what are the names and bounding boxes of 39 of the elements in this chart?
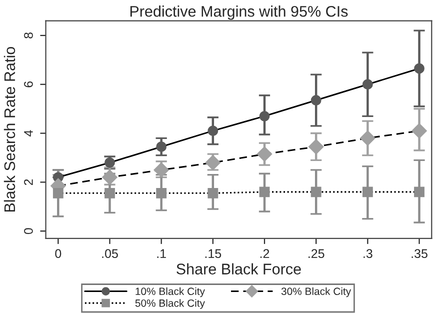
point: [414, 186, 424, 198]
point: [208, 126, 218, 136]
point: [362, 186, 373, 198]
point: [259, 186, 270, 198]
y-axis-title: Black Search Rate Ratio: [4, 47, 16, 212]
point: [208, 188, 218, 198]
point: [414, 63, 424, 74]
x-tick-label: .2: [260, 249, 270, 258]
x-tick-label: .15: [205, 249, 222, 258]
x-tick-label: .25: [308, 249, 324, 258]
point: [308, 139, 324, 154]
point: [102, 170, 118, 185]
x-tick-label: .3: [364, 249, 372, 258]
point: [259, 110, 270, 122]
point: [412, 123, 427, 138]
x-tick-label: .35: [412, 249, 428, 258]
x-tick-label: 0: [55, 249, 62, 258]
legend-label: 10% Black City: [136, 287, 205, 298]
legend-label: 30% Black City: [281, 287, 352, 298]
point: [205, 155, 220, 170]
point: [310, 95, 322, 106]
y-tick-label: 4: [24, 130, 33, 136]
y-tick-label: 2: [24, 179, 33, 186]
x-tick-label: .1: [157, 249, 166, 258]
y-tick-label: 8: [24, 32, 33, 38]
point: [156, 142, 167, 152]
point: [310, 186, 322, 198]
x-axis-title: Share Black Force: [176, 263, 301, 274]
point: [156, 188, 167, 198]
chart-title: Predictive Margins with 95% CIs: [130, 6, 348, 20]
point: [104, 188, 115, 198]
legend-label: 50% Black City: [135, 299, 205, 309]
point: [52, 188, 64, 198]
y-tick-label: 0: [24, 228, 33, 234]
point: [256, 146, 272, 162]
y-tick-label: 6: [24, 81, 33, 88]
point: [362, 79, 373, 90]
point: [360, 130, 376, 146]
x-tick-label: .05: [102, 249, 118, 258]
